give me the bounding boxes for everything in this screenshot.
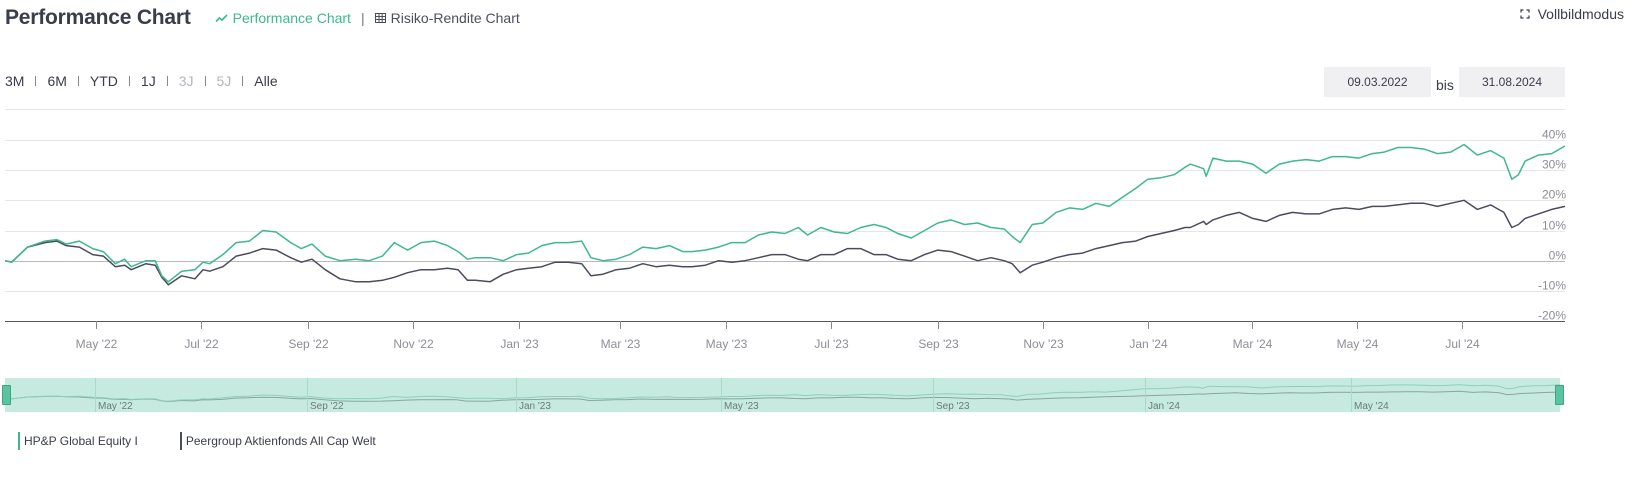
chart-header: Performance Chart Performance Chart | Ri… [5,0,520,36]
y-tick-label: 10% [1542,219,1566,233]
trend-line-icon [215,14,228,23]
legend-item-peergroup[interactable]: Peergroup Aktienfonds All Cap Welt [179,432,376,450]
legend-swatch-peergroup [179,432,182,450]
x-tick-label: Jan '24 [1129,337,1168,351]
grid-icon [374,13,386,23]
range-3m[interactable]: 3M [5,73,25,89]
date-from-input[interactable]: 09.03.2022 [1324,67,1431,97]
navigator-lines: May '22 Sep '22 Jan '23 May '23 Sep '23 Jan '… [5,378,1560,412]
y-tick-label: 30% [1542,158,1566,172]
x-tick-label: Sep '22 [288,337,329,351]
x-tick-label: Sep '23 [918,337,959,351]
navigator-tick-label: Jan '24 [1148,401,1180,412]
navigator-tick-label: Jan '23 [519,401,551,412]
x-tick-label: May '22 [76,337,118,351]
range-separator [35,76,37,86]
range-separator [166,76,168,86]
fullscreen-label: Vollbildmodus [1537,6,1624,22]
navigator-tick-label: May '24 [1354,401,1389,412]
navigator-handle-left[interactable] [2,385,11,405]
y-tick-label: 0% [1549,249,1567,263]
range-1j[interactable]: 1J [140,73,156,89]
tab-risk-return-chart[interactable]: Risiko-Rendite Chart [374,10,520,26]
x-tick-label: Nov '23 [1023,337,1064,351]
range-3j: 3J [178,73,194,89]
range-separator [204,76,206,86]
navigator-handle-right[interactable] [1555,385,1564,405]
navigator-tick-label: Sep '23 [936,401,970,412]
range-separator [77,76,79,86]
x-tick-label: May '23 [706,337,748,351]
x-tick-label: Nov '22 [393,337,434,351]
x-tick-label: Jul '24 [1445,337,1480,351]
date-range-separator: bis [1436,77,1454,93]
legend-item-fund[interactable]: HP&P Global Equity I [18,432,138,450]
y-tick-label: 40% [1542,128,1566,142]
navigator-line-fund [5,384,1560,402]
range-6m[interactable]: 6M [47,73,67,89]
range-alle[interactable]: Alle [254,73,278,89]
tab-performance-chart-label: Performance Chart [232,10,351,26]
navigator[interactable]: May '22 Sep '22 Jan '23 May '23 Sep '23 Jan '… [5,378,1560,412]
y-tick-label: 20% [1542,188,1566,202]
x-tick-label: Mar '23 [601,337,641,351]
navigator-tick-label: Sep '22 [310,401,344,412]
tab-separator: | [360,10,365,26]
range-separator [242,76,244,86]
navigator-line-peergroup [5,390,1560,403]
performance-chart[interactable]: 40% 30% 20% 10% 0% -10% -20% May '22 Jul '22 Sep … [0,100,1648,365]
x-tick-label: Mar '24 [1233,337,1273,351]
legend-label-peergroup: Peergroup Aktienfonds All Cap Welt [185,434,376,448]
fullscreen-icon [1520,9,1530,19]
navigator-tick-label: May '22 [98,401,133,412]
navigator-tick-label: May '23 [724,401,759,412]
range-5j: 5J [216,73,232,89]
x-tick-label: May '24 [1337,337,1379,351]
legend-swatch-fund [18,432,20,450]
tab-performance-chart[interactable]: Performance Chart [215,10,351,26]
fullscreen-button[interactable]: Vollbildmodus [1520,6,1624,22]
tab-risk-return-chart-label: Risiko-Rendite Chart [390,10,520,26]
range-selector: 3M 6M YTD 1J 3J 5J Alle [5,73,278,89]
y-tick-label: -10% [1538,279,1566,293]
legend-label-fund: HP&P Global Equity I [24,434,138,448]
legend: HP&P Global Equity I Peergroup Aktienfon… [18,432,418,450]
x-tick-label: Jul '23 [814,337,849,351]
page-title: Performance Chart [5,6,191,29]
series-line-peergroup [4,199,1566,286]
x-tick-label: Jul '22 [184,337,219,351]
range-separator [128,76,130,86]
y-tick-label: -20% [1538,309,1566,323]
range-ytd[interactable]: YTD [89,73,118,89]
date-to-input[interactable]: 31.08.2024 [1459,67,1565,97]
series-line-fund [4,143,1566,283]
x-tick-label: Jan '23 [500,337,539,351]
